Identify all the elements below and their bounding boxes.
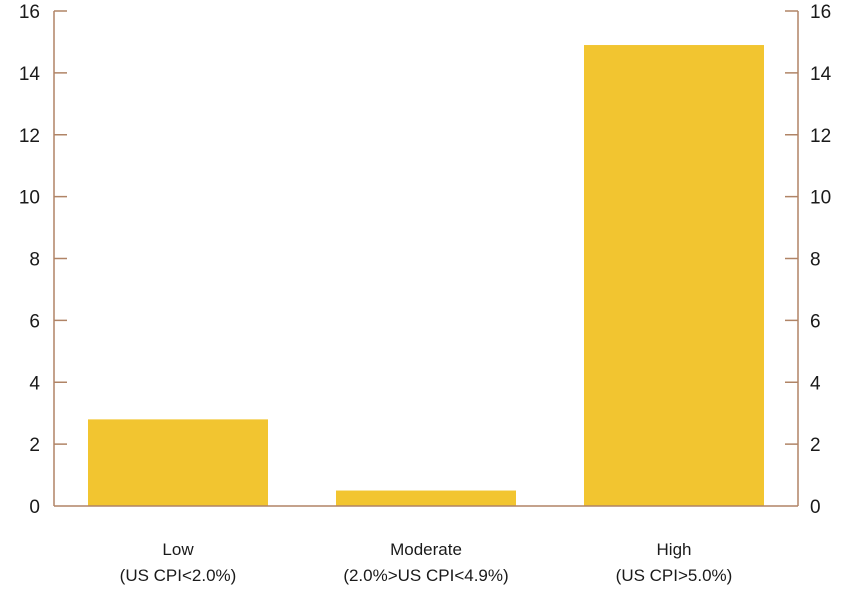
y-tick-label-right-2: 2 <box>810 435 821 456</box>
y-tick-label-left-0: 0 <box>29 497 40 518</box>
x-category-label: Low (US CPI<2.0%) <box>120 540 237 585</box>
category-labels-group: Low (US CPI<2.0%) Moderate (2.0%>US CPI<4.9… <box>120 540 733 585</box>
y-tick-label-right-4: 4 <box>810 373 821 394</box>
y-tick-label-right-6: 6 <box>810 311 821 332</box>
y-tick-label-right-12: 12 <box>810 126 831 147</box>
ticks-group: 0 0 2 2 4 4 6 6 8 8 10 10 12 12 14 14 16 16 <box>19 2 832 518</box>
x-category-label: High (US CPI>5.0%) <box>616 540 733 585</box>
x-category-label: Moderate (2.0%>US CPI<4.9%) <box>343 540 508 585</box>
y-tick-label-right-16: 16 <box>810 2 831 23</box>
y-tick-label-left-2: 2 <box>29 435 40 456</box>
y-tick-label-right-8: 8 <box>810 250 821 271</box>
bar-low <box>88 419 268 506</box>
y-tick-label-left-6: 6 <box>29 311 40 332</box>
y-tick-label-right-10: 10 <box>810 188 831 209</box>
bar-high <box>584 45 764 506</box>
bars-group <box>88 45 764 506</box>
y-tick-label-left-14: 14 <box>19 64 41 85</box>
y-tick-label-right-0: 0 <box>810 497 821 518</box>
y-tick-label-left-16: 16 <box>19 2 40 23</box>
y-tick-label-left-10: 10 <box>19 188 40 209</box>
y-tick-label-left-4: 4 <box>29 373 40 394</box>
y-tick-label-left-12: 12 <box>19 126 40 147</box>
y-tick-label-right-14: 14 <box>810 64 832 85</box>
bar-moderate <box>336 490 516 506</box>
y-tick-label-left-8: 8 <box>29 250 40 271</box>
